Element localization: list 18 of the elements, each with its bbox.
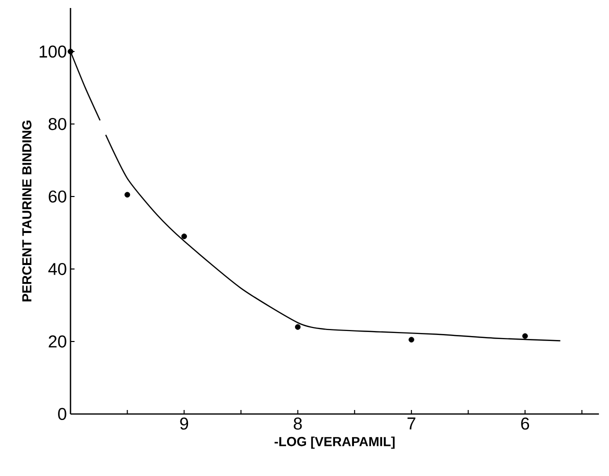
point [181,233,187,239]
x-tick-label: 9 [180,417,188,430]
x-tick-label: 6 [521,417,530,430]
y-tick-label: 40 [48,262,66,275]
y-tick-label: 100 [40,45,66,58]
y-tick-label: 60 [48,190,66,202]
point [408,336,414,342]
x-tick-label: 7 [408,417,416,430]
x-tick-label: 8 [294,417,302,430]
point [124,192,130,198]
y-axis-title: PERCENT TAURINE BINDING [22,120,32,302]
point [522,333,528,339]
y-tick-label: 0 [58,408,66,420]
y-tick-label: 80 [48,118,66,130]
x-axis-title: -LOG [VERAPAMIL] [274,436,395,449]
y-tick-label: 20 [48,335,66,348]
point [68,48,74,54]
point [294,324,301,330]
